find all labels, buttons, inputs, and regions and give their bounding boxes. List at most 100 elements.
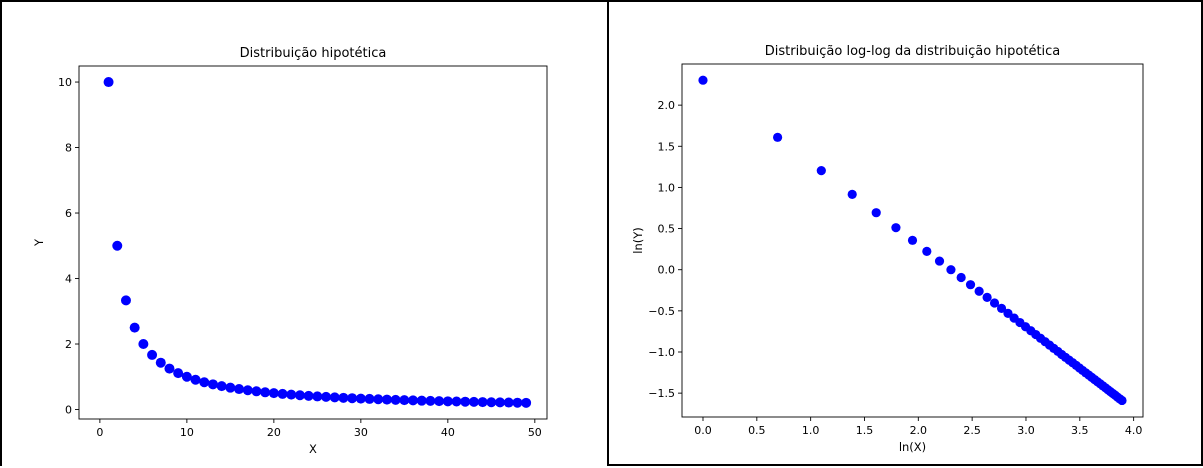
chart1-y-tick-label: −0.5	[648, 305, 675, 318]
chart1-data-point	[965, 280, 976, 290]
chart1-data-point	[816, 166, 826, 176]
chart1-x-tick-label: 0.5	[748, 424, 766, 437]
chart0-data-point	[120, 295, 131, 306]
chart1-data-point	[891, 223, 901, 233]
chart0-x-tick-label: 30	[354, 426, 368, 439]
chart0-data-point	[408, 395, 419, 406]
chart1-data-point	[996, 303, 1007, 313]
chart1-y-axis-label: ln(Y)	[631, 227, 645, 253]
chart0-data-point	[129, 322, 140, 333]
chart1-data-point	[982, 292, 992, 302]
chart0-data-point	[321, 391, 332, 402]
chart0-y-tick-label: 2	[65, 338, 72, 351]
chart0-data-point	[364, 393, 375, 404]
chart0-data-point	[103, 77, 114, 88]
chart1-x-tick-label: 3.0	[1017, 424, 1035, 437]
chart1-x-axis-label: ln(X)	[899, 440, 926, 454]
chart0-data-point	[199, 377, 210, 388]
hypothetical-distribution-chart: Distribuição hipotética 0 10 20 30 40 50 0 2 4 6 8 1…	[32, 46, 548, 456]
chart1-y-tick-label: 1.0	[658, 181, 676, 194]
chart0-x-tick-label: 20	[267, 426, 281, 439]
chart1-x-tick-label: 1.5	[856, 424, 874, 437]
chart0-data-point	[138, 339, 149, 350]
chart1-x-tick-label: 2.0	[910, 424, 928, 437]
loglog-distribution-chart: Distribuição log-log da distribuição hip…	[631, 44, 1144, 454]
chart0-data-point	[312, 391, 323, 402]
chart0-data-point	[112, 240, 123, 251]
chart0-data-point	[416, 395, 427, 406]
chart1-title: Distribuição log-log da distribuição hip…	[765, 44, 1061, 59]
chart0-data-point	[512, 397, 523, 408]
chart1-y-tick-label: 0.0	[658, 264, 676, 277]
chart0-data-point	[207, 379, 218, 390]
chart1-plot-frame	[681, 63, 1144, 418]
chart1-data-point	[907, 235, 918, 245]
chart1-data-point	[773, 132, 783, 142]
chart0-y-tick-label: 0	[65, 404, 72, 417]
chart1-data-point	[698, 75, 708, 85]
chart0-data-point	[242, 385, 253, 396]
chart0-data-point	[286, 389, 297, 400]
chart0-data-point	[347, 393, 358, 404]
chart0-data-point	[373, 394, 384, 405]
left-chart-panel: Distribuição hipotética 0 10 20 30 40 50 0 2 4 6 8 1…	[0, 0, 608, 466]
chart0-data-point	[164, 363, 175, 374]
chart0-data-point	[260, 387, 271, 398]
chart0-data-point	[381, 394, 392, 405]
chart0-data-point	[442, 396, 453, 407]
chart0-data-point	[181, 371, 192, 382]
chart1-x-tick-label: 1.0	[802, 424, 820, 437]
chart1-data-point	[989, 298, 1000, 308]
chart0-data-point	[294, 390, 305, 401]
chart0-data-point	[173, 368, 184, 379]
chart0-y-tick-label: 8	[65, 142, 72, 155]
chart1-y-tick-label: 2.0	[658, 99, 676, 112]
chart0-data-point	[399, 395, 410, 406]
chart1-data-point	[946, 265, 956, 275]
chart0-data-point	[495, 397, 506, 408]
chart0-data-point	[503, 397, 514, 408]
chart0-data-point	[390, 394, 401, 405]
chart0-data-point	[521, 397, 532, 408]
chart0-y-axis-label: Y	[32, 238, 46, 247]
chart0-x-tick-label: 50	[528, 426, 542, 439]
chart1-y-tick-label: −1.0	[648, 346, 675, 359]
chart0-data-point	[425, 395, 436, 406]
chart0-data-point	[460, 396, 471, 407]
chart0-data-point	[216, 381, 227, 392]
chart0-x-tick-label: 10	[180, 426, 194, 439]
chart1-x-tick-label: 0.0	[694, 424, 712, 437]
chart0-x-tick-label: 40	[441, 426, 455, 439]
chart1-y-tick-label: 1.5	[658, 140, 676, 153]
chart1-data-point	[1117, 395, 1127, 406]
chart0-y-tick-label: 6	[65, 207, 72, 220]
chart1-data-point	[922, 246, 932, 256]
chart0-data-point	[225, 382, 236, 393]
chart0-data-point	[355, 393, 366, 404]
chart0-x-axis-label: X	[309, 442, 317, 456]
chart0-data-point	[486, 397, 497, 408]
chart0-data-point	[468, 396, 479, 407]
chart0-data-point	[303, 390, 314, 401]
chart1-data-point	[974, 286, 984, 296]
chart1-y-tick-label: −1.5	[648, 387, 675, 400]
chart1-x-tick-label: 2.5	[963, 424, 981, 437]
chart0-data-point	[434, 396, 445, 407]
chart0-data-point	[155, 357, 166, 368]
chart0-data-point	[477, 397, 488, 408]
chart0-data-point	[268, 388, 279, 399]
chart0-title: Distribuição hipotética	[240, 46, 387, 61]
chart1-y-tick-label: 0.5	[658, 223, 676, 236]
right-chart-panel: Distribuição log-log da distribuição hip…	[607, 0, 1203, 466]
chart1-x-tick-label: 3.5	[1071, 424, 1089, 437]
chart1-data-point	[956, 272, 966, 283]
chart1-data-point	[934, 256, 945, 266]
chart0-x-tick-label: 0	[96, 426, 103, 439]
chart0-data-point	[234, 384, 245, 395]
chart0-data-point	[147, 349, 158, 360]
chart0-data-point	[329, 392, 340, 403]
chart0-data-point	[251, 386, 262, 397]
chart0-data-point	[338, 392, 349, 403]
chart0-y-tick-label: 4	[65, 273, 72, 286]
chart0-data-point	[190, 374, 201, 385]
